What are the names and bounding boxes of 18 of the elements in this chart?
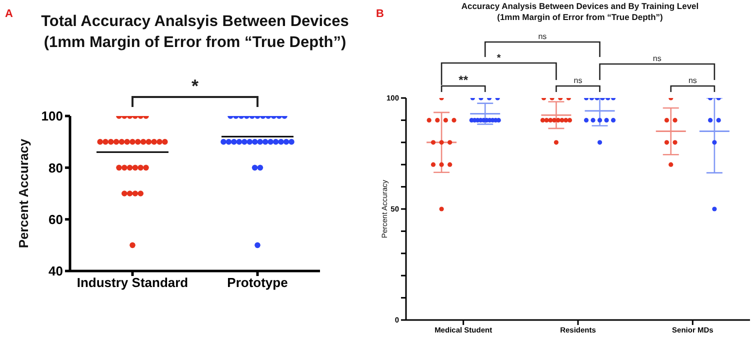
text: ns — [574, 76, 582, 85]
y-tick-label: 100 — [41, 108, 63, 124]
text: * — [191, 76, 199, 96]
text: B — [376, 8, 384, 20]
text: ns — [688, 76, 697, 85]
y-tick-label: 80 — [48, 160, 63, 176]
chart-title: Total Accuracy Analsyis Between Devices (1mm Margin of Error from “True Depth”) — [41, 13, 349, 51]
x-tick-label: Industry Standard — [76, 275, 188, 290]
text: * — [496, 53, 501, 64]
text: A — [5, 8, 13, 20]
text: ns — [652, 54, 662, 63]
y-axis-title: Percent Accuracy — [16, 138, 31, 248]
chart-title: Accuracy Analysis Between Devices and By Training Level (1mm Margin of Error from “True Depth”) — [461, 1, 699, 22]
text: ns — [538, 32, 547, 41]
x-tick-label: Prototype — [227, 275, 288, 290]
y-tick-label: 40 — [48, 264, 63, 279]
text: ** — [458, 73, 468, 87]
y-tick-label: 60 — [48, 212, 63, 227]
